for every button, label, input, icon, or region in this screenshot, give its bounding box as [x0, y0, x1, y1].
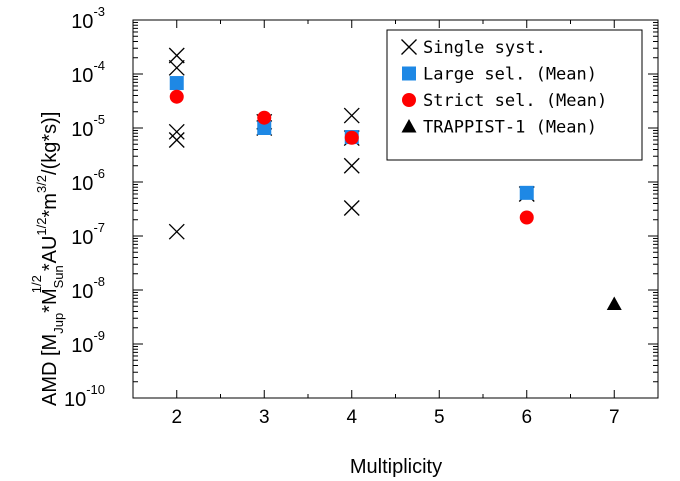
y-tick-label: 10-5 [71, 112, 105, 141]
ylabel-m-sup: 3/2 [34, 175, 49, 193]
data-point [606, 296, 622, 311]
legend-marker [402, 93, 416, 107]
legend-label: Strict sel. (Mean) [423, 91, 607, 111]
y-tick-label: 10-7 [71, 220, 105, 249]
x-tick-label: 7 [609, 407, 620, 428]
ylabel-sun-sub: Sun [51, 265, 66, 288]
data-point [168, 59, 185, 76]
data-point [344, 130, 359, 145]
data-point [343, 200, 360, 216]
y-tick-label: 10-9 [71, 328, 105, 357]
legend-marker [401, 119, 417, 133]
data-point [519, 185, 534, 200]
data-point [343, 157, 360, 174]
data-point [168, 123, 185, 140]
ylabel-prefix: AMD [M [39, 334, 61, 406]
legend: Single syst. Large sel. (Mean) Strict sel.… [386, 29, 643, 161]
x-axis: 2 3 4 5 6 7 [132, 20, 659, 428]
x-axis-label: Multiplicity [350, 456, 442, 478]
data-point [168, 223, 185, 240]
legend-marker [402, 66, 416, 81]
legend-marker [401, 39, 417, 55]
ylabel-star: *M [39, 288, 61, 312]
legend-label: Large sel. (Mean) [423, 65, 597, 85]
data-point [343, 107, 360, 124]
y-axis: 10-10 10-9 10-8 10-7 10-6 10-5 10-4 10-3 [64, 4, 658, 411]
data-points [168, 47, 622, 311]
y-tick-label: 10-10 [64, 382, 105, 411]
ylabel-suffix: /(kg*s)] [39, 112, 61, 175]
y-tick-label: 10-8 [71, 274, 105, 303]
legend-label: TRAPPIST-1 (Mean) [423, 118, 597, 138]
legend-box [386, 29, 643, 161]
y-axis-label: AMD [MJup*MSun1/2*AU1/2*m3/2/(kg*s)] [29, 112, 66, 406]
data-point [169, 89, 184, 104]
y-tick-label: 10-6 [71, 166, 105, 195]
x-tick-label: 6 [521, 407, 532, 428]
x-tick-label: 4 [346, 407, 357, 428]
x-tick-label: 3 [259, 407, 270, 428]
series-circle [169, 89, 534, 225]
ylabel-sun-sup: 1/2 [29, 275, 44, 293]
y-tick-label: 10-3 [71, 4, 105, 33]
data-point [257, 121, 272, 135]
data-point [168, 132, 185, 148]
svg-text:AMD [MJup*MSun1/2*AU1/2*m3/2/(: AMD [MJup*MSun1/2*AU1/2*m3/2/(kg*s)] [29, 112, 66, 406]
y-tick-label: 10-4 [71, 58, 105, 87]
data-point [257, 110, 272, 125]
data-point [168, 47, 185, 64]
x-tick-label: 2 [171, 407, 182, 428]
data-point [519, 210, 534, 225]
data-point [169, 76, 184, 91]
ylabel-au: *AU [39, 236, 61, 272]
x-tick-label: 5 [434, 407, 445, 428]
ylabel-jup-sub: Jup [51, 313, 66, 334]
legend-label: Single syst. [423, 38, 546, 58]
ylabel-m: *m [39, 193, 61, 217]
ylabel-au-sup: 1/2 [34, 217, 49, 235]
series-triangle [606, 296, 622, 311]
